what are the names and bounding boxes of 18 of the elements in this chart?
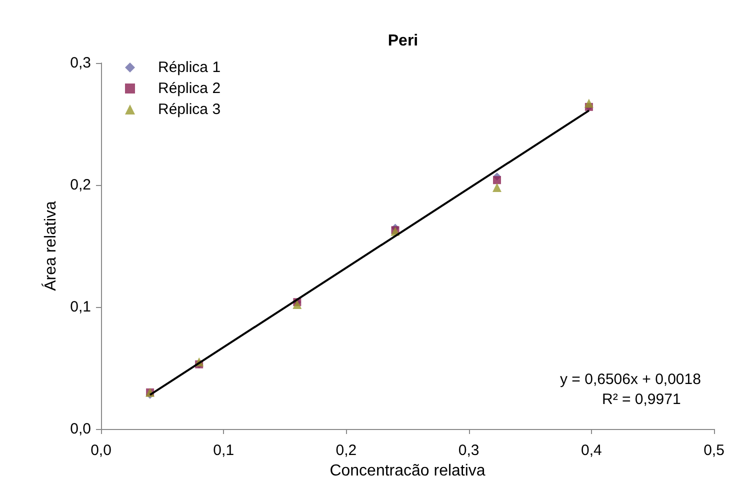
y-tick-label: 0,0 (70, 420, 91, 438)
x-tick-label: 0,4 (580, 442, 602, 459)
x-axis-title: Concentracão relativa (330, 462, 486, 480)
legend-label: Réplica 3 (158, 101, 221, 118)
x-tick-label: 0,5 (704, 442, 724, 459)
y-axis-title: Área relativa (42, 200, 60, 291)
x-tick-label: 0,3 (458, 442, 480, 459)
x-tick-label: 0,0 (90, 442, 112, 459)
y-tick-label: 0,1 (70, 298, 91, 316)
chart-title: Peri (388, 32, 418, 50)
annotation: R² = 0,9971 (602, 391, 681, 408)
y-tick-label: 0,2 (70, 176, 91, 194)
y-tick-label: 0,3 (70, 54, 91, 72)
legend-label: Réplica 2 (158, 80, 221, 97)
legend-label: Réplica 1 (158, 59, 221, 76)
x-tick-label: 0,1 (213, 442, 234, 459)
x-tick-label: 0,2 (336, 442, 357, 459)
annotation: y = 0,6506x + 0,0018 (560, 371, 701, 388)
